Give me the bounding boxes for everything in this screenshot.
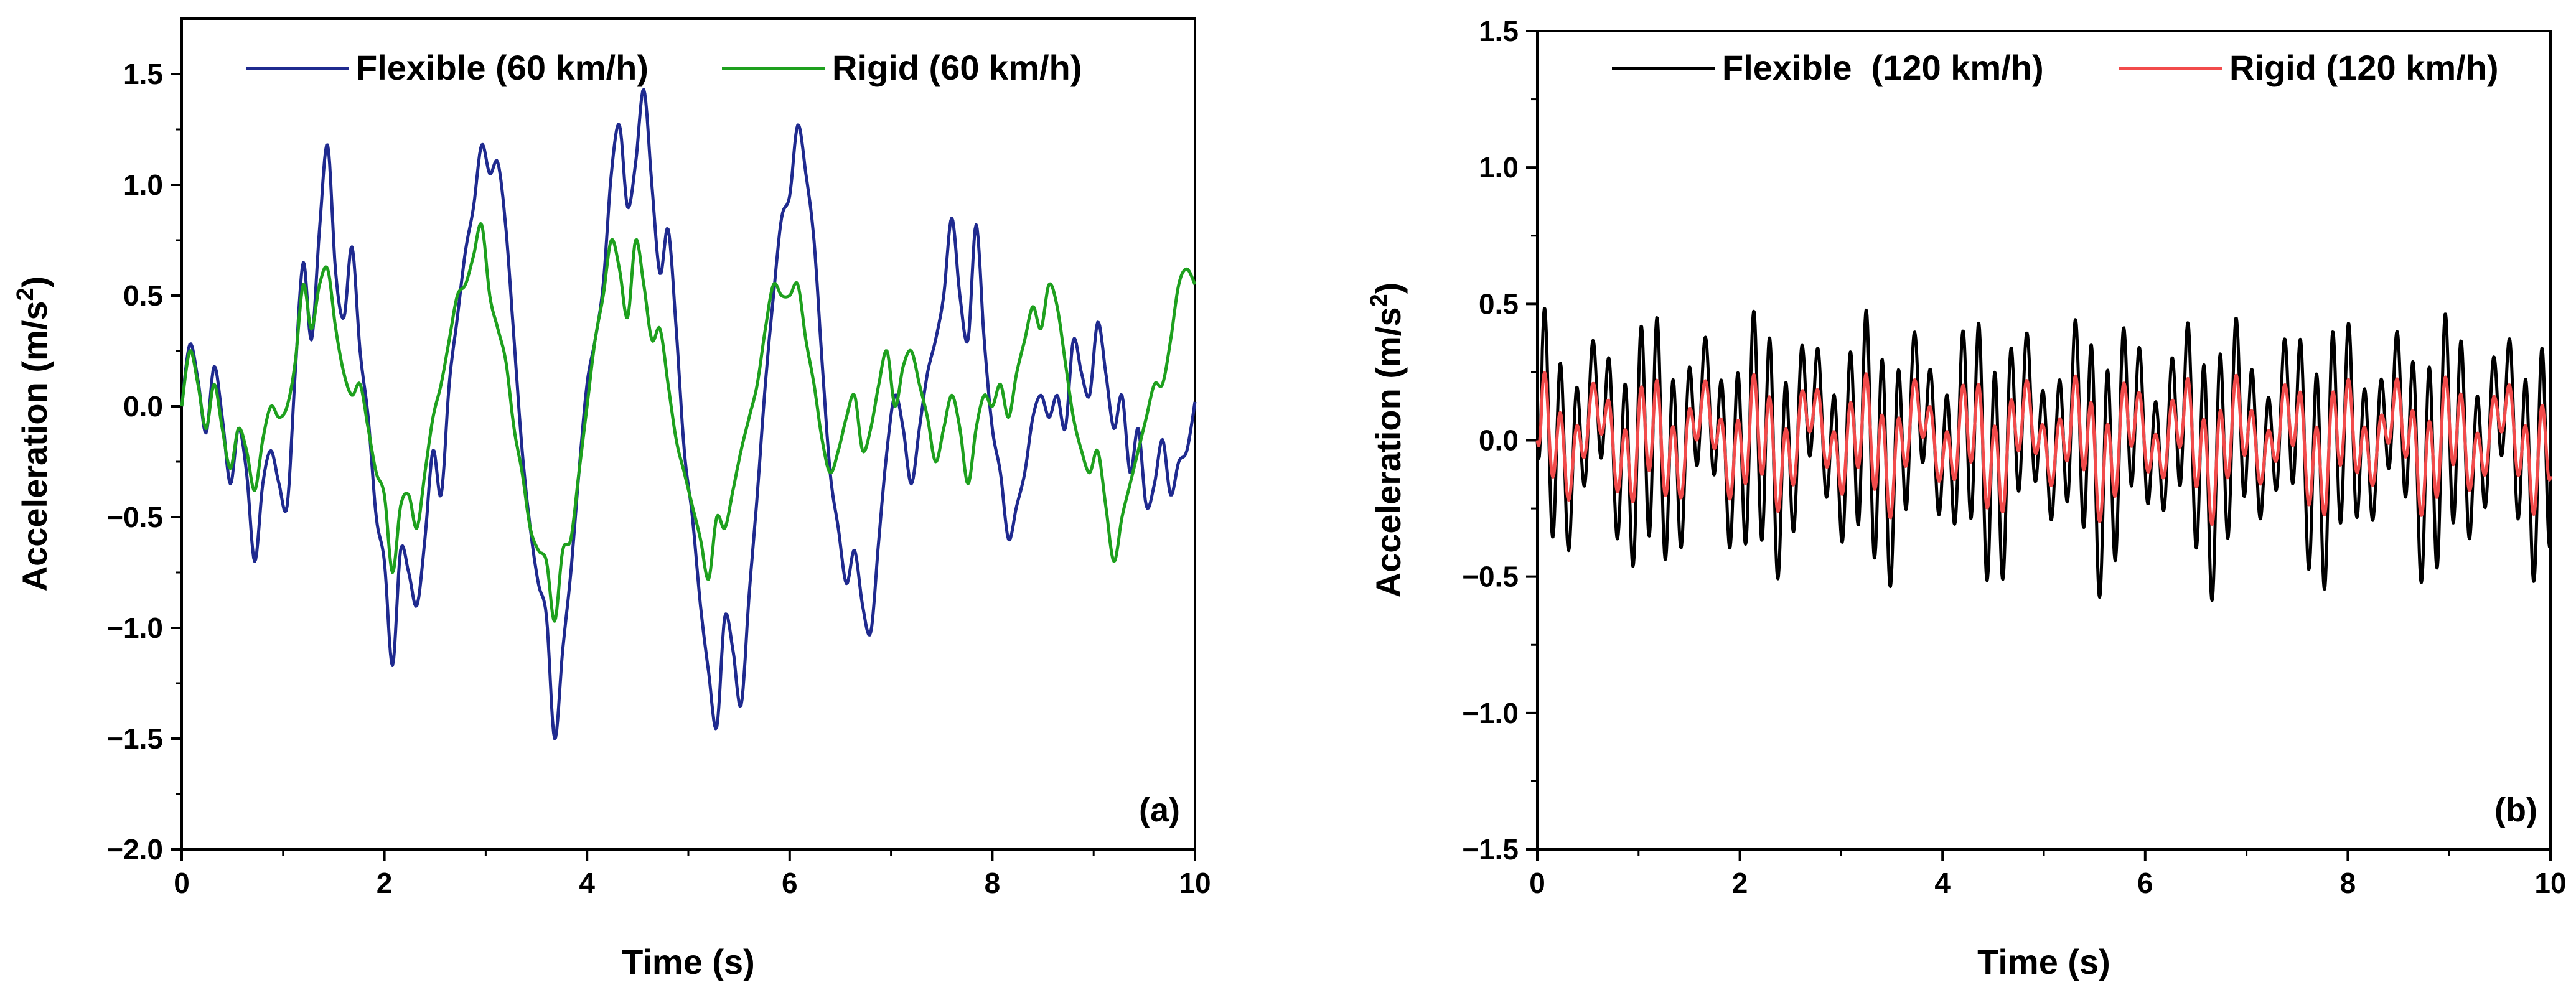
y-tick-label-1-0: −1.5 <box>1462 833 1519 866</box>
x-tick-label-1-2: 4 <box>1934 867 1951 899</box>
y-tick-label-1-2: −0.5 <box>1462 561 1519 593</box>
y-tick-label-0-2: −1.0 <box>106 612 163 644</box>
x-tick-label-1-3: 6 <box>2137 867 2153 899</box>
panel-label-b: (b) <box>2494 792 2537 829</box>
legend-b: Flexible (120 km/h) Rigid (120 km/h) <box>1612 48 2499 87</box>
series-line-1-1 <box>1535 371 2552 526</box>
y-tick-label-0-7: 1.5 <box>123 58 163 90</box>
y-tick-label-0-5: 0.5 <box>123 279 163 312</box>
x-tick-label-0-2: 4 <box>579 867 595 899</box>
legend-label-rigid-60: Rigid (60 km/h) <box>832 48 1082 87</box>
series-lines-b <box>1535 307 2552 602</box>
x-tick-label-1-5: 10 <box>2534 867 2566 899</box>
y-tick-label-0-4: 0.0 <box>123 390 163 423</box>
x-tick-label-0-4: 8 <box>985 867 1001 899</box>
y-tick-label-0-3: −0.5 <box>106 501 163 533</box>
y-tick-label-0-1: −1.5 <box>106 722 163 755</box>
y-tick-label-1-6: 1.5 <box>1479 15 1519 47</box>
panel-a: 0 2 4 6 8 10 −2.0 −1.5 −1.0 −0.5 0.0 0.5 1.0 1.5 Flex… <box>12 17 1211 981</box>
x-tick-label-0-0: 0 <box>174 867 190 899</box>
y-tick-label-1-3: 0.0 <box>1479 424 1519 457</box>
series-lines-a <box>180 88 1197 740</box>
plot-frame-a <box>180 17 1196 851</box>
y-tick-label-1-4: 0.5 <box>1479 287 1519 320</box>
y-tick-label-1-1: −1.0 <box>1462 697 1519 729</box>
x-tick-label-0-1: 2 <box>377 867 393 899</box>
y-axis-title-b: Acceleration (m/s2) <box>1366 283 1408 598</box>
x-axis-title-a: Time (s) <box>622 942 755 981</box>
series-line-1-0 <box>1535 307 2552 602</box>
y-tick-label-0-6: 1.0 <box>123 169 163 201</box>
ticks-a: 0 2 4 6 8 10 −2.0 −1.5 −1.0 −0.5 0.0 0.5 1.0 1.5 <box>106 58 1211 899</box>
x-tick-label-1-0: 0 <box>1529 867 1545 899</box>
panel-b: 0 2 4 6 8 10 −1.5 −1.0 −0.5 0.0 0.5 1.0 1.5 Flexible… <box>1366 15 2567 981</box>
series-line-0-1 <box>180 222 1197 623</box>
y-tick-label-1-5: 1.0 <box>1479 151 1519 184</box>
x-tick-label-1-4: 8 <box>2340 867 2356 899</box>
plot-frame-b <box>1536 30 2552 851</box>
panel-label-a: (a) <box>1139 792 1180 829</box>
x-tick-label-1-1: 2 <box>1732 867 1748 899</box>
x-axis-title-b: Time (s) <box>1977 942 2110 981</box>
legend-label-rigid-120: Rigid (120 km/h) <box>2229 48 2499 87</box>
series-line-0-0 <box>180 88 1197 740</box>
legend-label-flexible-120: Flexible (120 km/h) <box>1722 48 2044 87</box>
x-tick-label-0-5: 10 <box>1179 867 1211 899</box>
x-tick-label-0-3: 6 <box>782 867 798 899</box>
y-tick-label-0-0: −2.0 <box>106 833 163 866</box>
legend-label-flexible-60: Flexible (60 km/h) <box>356 48 649 87</box>
legend-a: Flexible (60 km/h) Rigid (60 km/h) <box>246 48 1082 87</box>
y-axis-title-a: Acceleration (m/s2) <box>12 276 54 592</box>
ticks-b: 0 2 4 6 8 10 −1.5 −1.0 −0.5 0.0 0.5 1.0 1.5 <box>1462 15 2566 899</box>
